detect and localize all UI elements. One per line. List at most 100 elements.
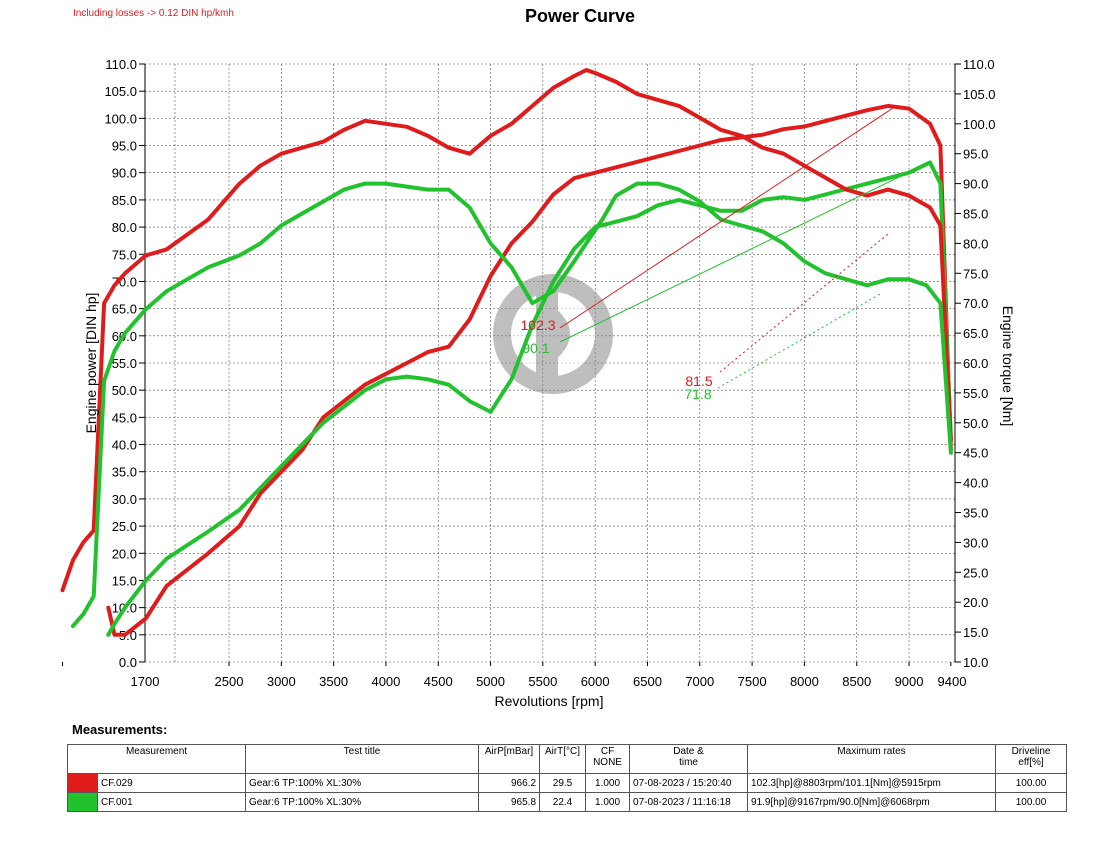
y2-tick-label: 55.0 [963,386,988,401]
cell-driveline: 100.00 [995,773,1068,793]
color-swatch-cf029 [67,773,98,793]
series-line-1 [106,160,953,637]
y2-tick-label: 40.0 [963,476,988,491]
x-axis-label: Revolutions [rpm] [495,693,604,709]
annotation-label: 90.1 [522,340,549,356]
y2-tick-label: 45.0 [963,446,988,461]
x-tick-label: 7000 [685,674,714,689]
losses-note: Including losses -> 0.12 DIN hp/kmh [73,8,234,19]
table-row: CF.001 Gear:6 TP:100% XL:30% 965.8 22.4 … [67,792,1068,812]
y-tick-label: 110.0 [105,57,137,72]
header-cf: CF NONE [585,744,631,774]
x-tick-label: 2500 [215,674,244,689]
table-header-row: Measurement Test title AirP[mBar] AirT[°… [66,744,1068,774]
y-tick-label: 100.0 [104,111,137,126]
table-row: CF.029 Gear:6 TP:100% XL:30% 966.2 29.5 … [67,773,1068,793]
y2-axis-label: Engine torque [Nm] [1000,306,1016,427]
y-tick-label: 15.0 [112,573,137,588]
series-line-3 [70,181,953,629]
cell-airt: 29.5 [539,773,587,793]
header-airt: AirT[°C] [539,744,587,774]
y-tick-label: 105.0 [104,84,137,99]
measurements-table: Measurement Test title AirP[mBar] AirT[°… [66,744,1068,812]
cell-cf: 1.000 [585,773,631,793]
y2-tick-label: 75.0 [963,266,988,281]
x-tick-label: 6000 [581,674,610,689]
y-tick-label: 55.0 [112,356,137,371]
y-tick-label: 95.0 [112,139,137,154]
series-layer [60,68,953,637]
y-tick-label: 5.0 [119,628,137,643]
cell-test-title: Gear:6 TP:100% XL:30% [245,773,480,793]
annotation-leader [559,161,931,343]
y-tick-label: 20.0 [112,546,137,561]
y2-tick-label: 35.0 [963,506,988,521]
x-tick-label: 5000 [476,674,505,689]
cell-measurement: CF.029 [96,773,247,793]
annotation-leader [559,107,894,329]
series-line-2 [60,68,953,593]
y2-tick-label: 20.0 [963,595,988,610]
x-tick-label: 4000 [371,674,400,689]
y2-tick-label: 80.0 [963,236,988,251]
annotation-layer: 102.3 90.1 81.571.8 [520,107,931,402]
y-tick-label: 90.0 [112,166,137,181]
x-tick-label: 5500 [528,674,557,689]
cell-driveline: 100.00 [995,792,1068,812]
y2-tick-label: 30.0 [963,535,988,550]
y2-tick-label: 105.0 [963,87,996,102]
y-tick-label: 30.0 [112,492,137,507]
y2-tick-label: 65.0 [963,326,988,341]
annotation-label: 102.3 [520,317,555,333]
x-tick-label: 4500 [424,674,453,689]
annotation-label: 81.5 [685,373,712,389]
cell-date: 07-08-2023 / 15:20:40 [629,773,749,793]
y2-tick-label: 70.0 [963,296,988,311]
y2-tick-label: 50.0 [963,416,988,431]
cell-measurement: CF.001 [96,792,247,812]
y2-tick-label: 110.0 [963,57,995,72]
measurements-title: Measurements: [72,722,168,737]
y2-tick-label: 95.0 [963,147,988,162]
y2-tick-label: 85.0 [963,207,988,222]
y-tick-label: 70.0 [112,274,137,289]
x-tick-label: 1700 [131,674,160,689]
cell-max-rates: 91.9[hp]@9167rpm/90.0[Nm]@6068rpm [747,792,997,812]
annotation-leader [717,293,881,389]
y-tick-label: 40.0 [112,438,137,453]
x-tick-label: 8500 [842,674,871,689]
cell-test-title: Gear:6 TP:100% XL:30% [245,792,480,812]
header-airp: AirP[mBar] [478,744,541,774]
axes: 1700 2500 3000 3500 4000 4500 5000 5500 6000 6500… [62,57,996,689]
series-line-0 [106,103,953,637]
cell-cf: 1.000 [585,792,631,812]
annotation-label: 71.8 [684,386,711,402]
y2-tick-label: 25.0 [963,565,988,580]
y-tick-label: 65.0 [112,302,137,317]
y2-tick-label: 10.0 [963,655,988,670]
y-tick-label: 85.0 [112,193,137,208]
x-tick-label: 9000 [895,674,924,689]
annotation-leader [719,233,889,373]
y2-tick-label: 100.0 [963,117,996,132]
x-tick-label: 8000 [790,674,819,689]
header-test-title: Test title [245,744,480,774]
y-tick-label: 45.0 [112,410,137,425]
y2-tick-label: 15.0 [963,625,988,640]
header-driveline: Driveline eff[%] [995,744,1068,774]
cell-airp: 965.8 [478,792,541,812]
x-tick-label: 3500 [319,674,348,689]
y-tick-label: 50.0 [112,383,137,398]
y-axis-label: Engine power [DIN hp] [83,293,99,434]
x-tick-label: 7500 [738,674,767,689]
color-swatch-cf001 [67,792,98,812]
x-tick-label: 9400 [938,674,967,689]
y2-tick-label: 60.0 [963,356,988,371]
y-tick-label: 75.0 [112,247,137,262]
cell-airp: 966.2 [478,773,541,793]
header-max-rates: Maximum rates [747,744,997,774]
chart-title: Power Curve [524,6,636,26]
y-tick-label: 80.0 [112,220,137,235]
header-date: Date & time [629,744,749,774]
x-tick-label: 3000 [267,674,296,689]
